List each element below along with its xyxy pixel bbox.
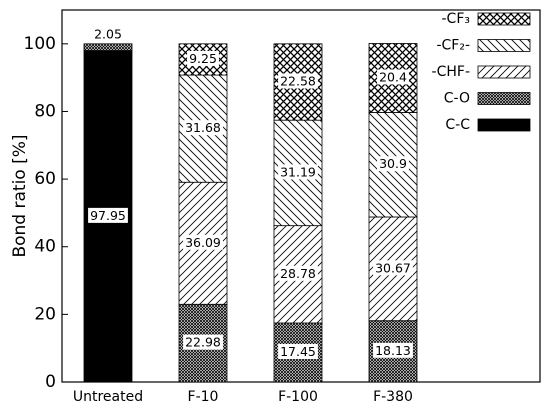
legend-swatch [477,118,531,132]
y-tick-label: 100 [24,34,56,54]
value-label-box [278,164,318,180]
y-tick-label: 80 [34,101,56,121]
legend-swatch [477,39,531,52]
value-label: 31.68 [185,120,221,135]
x-tick-label: Untreated [73,389,143,405]
value-label: 31.19 [280,164,316,179]
y-tick-label: 40 [34,237,56,257]
legend-label: C-O [444,91,470,107]
legend-label: C-C [445,117,470,133]
legend-swatch [477,65,531,79]
bar-segment [83,43,133,52]
value-label: 36.09 [185,235,221,250]
value-label-box [278,265,318,281]
value-label: 20.4 [379,69,407,84]
value-label-box [183,334,223,350]
y-tick-label: 0 [45,372,56,392]
value-label-box [278,343,318,359]
x-tick-label: F-380 [373,389,413,405]
legend-swatch [477,92,531,105]
value-label-box [278,73,318,89]
legend-swatch [477,12,531,26]
value-label: 30.9 [379,156,407,171]
value-label: 28.78 [280,266,316,281]
legend-label: -CF₂- [436,38,470,54]
value-label: 30.67 [375,260,411,275]
value-label: 22.98 [185,335,221,350]
y-tick-label: 20 [34,304,56,324]
value-label: 9.25 [189,51,217,66]
value-label: 18.13 [375,343,411,358]
x-tick-label: F-100 [278,389,318,405]
value-label-box [183,120,223,136]
x-tick-label: F-10 [188,389,219,405]
y-axis-label: Bond ratio [%] [10,134,30,257]
value-label-box [373,342,413,358]
value-label-box [377,69,409,85]
value-label-box [187,50,219,66]
value-label-box [183,234,223,250]
value-label: 97.95 [90,208,126,223]
value-label-box [88,207,128,223]
value-label: 22.58 [280,73,316,88]
value-label-box [92,26,124,42]
legend-label: -CHF- [432,64,470,80]
value-label-box [377,156,409,172]
legend-label: -CF₃ [442,11,471,27]
value-label-box [373,260,413,276]
value-label: 17.45 [280,344,316,359]
value-label: 2.05 [94,26,122,41]
y-tick-label: 60 [34,169,56,189]
